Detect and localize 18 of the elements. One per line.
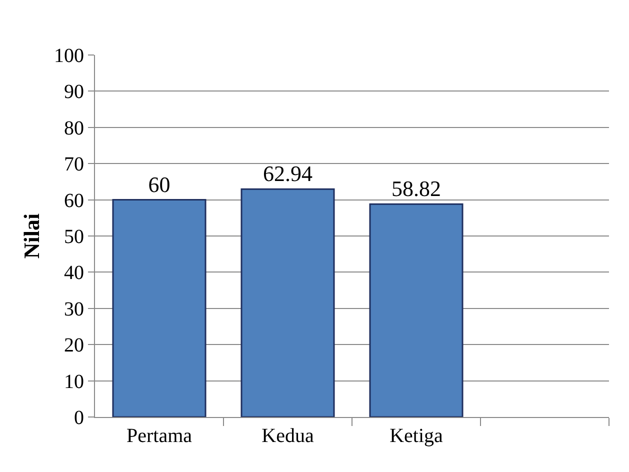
data-label: 62.94 (263, 161, 312, 186)
data-label: 60 (148, 172, 170, 197)
x-tick-label: Pertama (126, 425, 192, 447)
y-tick-label: 100 (54, 45, 84, 67)
y-tick-label: 60 (64, 190, 84, 212)
x-tick-label: Ketiga (390, 425, 444, 447)
y-tick-label: 50 (64, 226, 84, 248)
y-tick-label: 80 (64, 117, 84, 140)
y-axis-title: Nilai (18, 213, 44, 259)
y-tick-label: 70 (64, 154, 84, 176)
y-tick-label: 0 (74, 407, 84, 429)
x-tick-label: Kedua (262, 425, 314, 447)
y-tick-label: 40 (64, 262, 84, 284)
data-label: 58.82 (392, 176, 441, 202)
y-tick-label: 10 (64, 370, 84, 393)
y-tick-label: 90 (64, 81, 84, 104)
y-tick-label: 30 (64, 298, 84, 320)
y-tick-label: 20 (64, 334, 84, 357)
